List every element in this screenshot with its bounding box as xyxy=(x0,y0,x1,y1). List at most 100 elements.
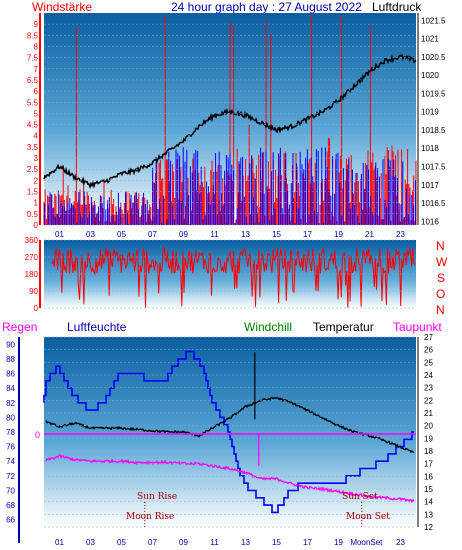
wind-axis-tick: 0 xyxy=(34,221,39,230)
humidity-axis-tick: 84 xyxy=(6,384,15,393)
wind-axis-tick: 3 xyxy=(34,154,39,163)
temperature-axis-tick: 26 xyxy=(424,346,433,355)
direction-axis-tick: 0 xyxy=(34,304,39,313)
x-tick-label: 03 xyxy=(86,230,95,239)
pressure-axis-tick: 1017 xyxy=(421,181,439,190)
temperature-axis-tick: 19 xyxy=(424,434,433,443)
wind-axis-tick: 1.5 xyxy=(27,188,39,197)
legend-rain: Regen xyxy=(2,320,37,334)
temperature-axis-tick: 20 xyxy=(424,422,433,431)
x-tick-label: 07 xyxy=(148,230,157,239)
x-tick-label: 21 xyxy=(365,230,374,239)
moon-set-label: Moon Set xyxy=(346,512,390,522)
wind-axis-tick: 8.5 xyxy=(27,31,39,40)
temperature-axis-tick: 24 xyxy=(424,371,433,380)
pressure-axis-tick: 1020 xyxy=(421,71,439,80)
wind-gust-bars xyxy=(44,147,416,225)
rain-zero-label: 0 xyxy=(35,430,40,440)
humidity-axis-tick: 90 xyxy=(6,340,15,349)
legend-humidity: Luftfeuchte xyxy=(67,320,127,334)
wind-speed-bars xyxy=(43,13,417,225)
pressure-axis-tick: 1016.5 xyxy=(421,199,446,208)
temperature-axis-tick: 14 xyxy=(424,498,433,507)
pressure-axis-tick: 1021 xyxy=(421,35,439,44)
pressure-axis-tick: 1020.5 xyxy=(421,53,446,62)
pressure-axis-tick: 1018 xyxy=(421,144,439,153)
legend-dewpoint: Taupunkt xyxy=(393,320,442,334)
x-tick-label: 15 xyxy=(272,538,281,547)
dir-label-s: S xyxy=(437,271,445,285)
x-tick-label: 09 xyxy=(179,230,188,239)
direction-axis-tick: 360 xyxy=(25,236,39,245)
direction-axis-tick: 180 xyxy=(25,270,39,279)
humidity-axis-tick: 74 xyxy=(6,457,15,466)
x-tick-label: 01 xyxy=(55,538,64,547)
dir-label-o: O xyxy=(436,287,445,301)
temperature-axis-tick: 22 xyxy=(424,396,433,405)
wind-axis-tick: 8 xyxy=(34,42,39,51)
wind-axis-tick: 4 xyxy=(34,132,39,141)
moonset-tick-label: MoonSet xyxy=(350,538,383,547)
wind-axis-tick: 6 xyxy=(34,87,39,96)
pressure-axis-tick: 1016 xyxy=(421,217,439,226)
direction-axis-tick: 270 xyxy=(25,253,39,262)
x-tick-label: 05 xyxy=(117,538,126,547)
wind-axis-tick: 0.5 xyxy=(27,210,39,219)
humidity-axis-tick: 86 xyxy=(6,370,15,379)
x-tick-label: 11 xyxy=(210,538,219,547)
sun-set-label: Sun Set xyxy=(342,492,378,502)
wind-axis-tick: 9 xyxy=(34,20,39,29)
x-tick-label: 19 xyxy=(334,538,343,547)
pressure-axis-tick: 1021.5 xyxy=(421,16,446,25)
pressure-axis-tick: 1017.5 xyxy=(421,163,446,172)
dir-label-n-bottom: N xyxy=(436,303,445,317)
legend-windchill: Windchill xyxy=(244,320,292,334)
direction-line xyxy=(51,246,416,308)
pressure-line xyxy=(43,53,417,190)
humidity-axis-tick: 66 xyxy=(6,516,15,525)
axes-layer: 0 0.5 1 1.5 2 2.5 3 3.5 4 4.5 5 5.5 6 6.5 7 7.5 8 8.5 9 101… xyxy=(6,13,446,547)
temperature-axis-tick: 21 xyxy=(424,409,433,418)
x-tick-label: 11 xyxy=(210,230,219,239)
temperature-axis-tick: 18 xyxy=(424,447,433,456)
sun-rise-label: Sun Rise xyxy=(137,492,177,502)
wind-axis-tick: 7 xyxy=(34,65,39,74)
humidity-axis-tick: 76 xyxy=(6,443,15,452)
temperature-axis-tick: 17 xyxy=(424,460,433,469)
humidity-axis-tick: 72 xyxy=(6,472,15,481)
pressure-axis-tick: 1018.5 xyxy=(421,126,446,135)
legend-temperature: Temperatur xyxy=(313,320,374,334)
temperature-axis-tick: 15 xyxy=(424,485,433,494)
x-tick-label: 01 xyxy=(55,230,64,239)
wind-axis-tick: 4.5 xyxy=(27,121,39,130)
humidity-axis-tick: 80 xyxy=(6,413,15,422)
temperature-axis-tick: 25 xyxy=(424,358,433,367)
x-tick-label: 05 xyxy=(117,230,126,239)
temperature-axis-tick: 13 xyxy=(424,510,433,519)
wind-axis-tick: 7.5 xyxy=(27,54,39,63)
x-tick-label: 09 xyxy=(179,538,188,547)
humidity-axis-tick: 68 xyxy=(6,501,15,510)
left-title: Windstärke xyxy=(32,0,92,14)
x-tick-label: 23 xyxy=(396,230,405,239)
x-tick-label: 03 xyxy=(86,538,95,547)
dewpoint-line xyxy=(45,453,415,503)
x-tick-label: 15 xyxy=(272,230,281,239)
humidity-axis-tick: 70 xyxy=(6,486,15,495)
data-layer xyxy=(43,13,417,527)
moon-rise-label: Moon Rise xyxy=(126,512,174,522)
temperature-axis-tick: 27 xyxy=(424,333,433,342)
dir-label-w: W xyxy=(436,255,448,269)
x-tick-label: 19 xyxy=(334,230,343,239)
temperature-axis-tick: 23 xyxy=(424,384,433,393)
temperature-axis-tick: 16 xyxy=(424,472,433,481)
x-tick-label: 07 xyxy=(148,538,157,547)
wind-axis-tick: 3.5 xyxy=(27,143,39,152)
direction-axis-tick: 90 xyxy=(29,287,38,296)
wind-axis-tick: 5.5 xyxy=(27,98,39,107)
humidity-axis-tick: 78 xyxy=(6,428,15,437)
temperature-axis-tick: 12 xyxy=(424,523,433,532)
right-title: Luftdruck xyxy=(372,0,422,14)
wind-axis-tick: 1 xyxy=(34,199,39,208)
